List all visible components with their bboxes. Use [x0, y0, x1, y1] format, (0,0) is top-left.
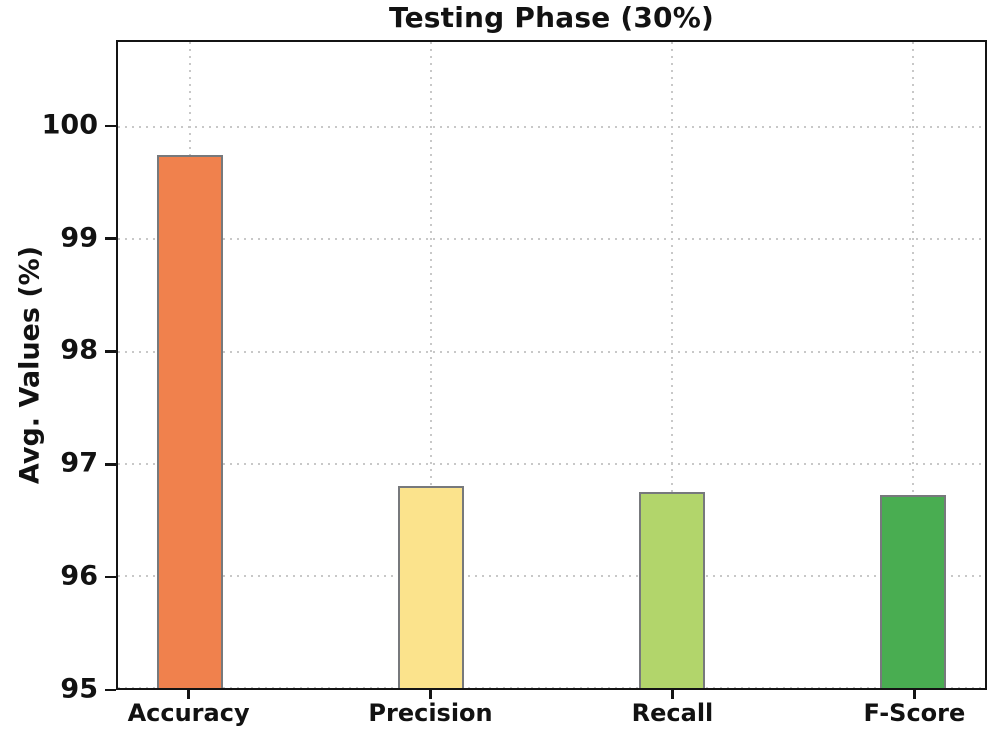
bar-precision [398, 486, 464, 688]
h-gridline [118, 574, 985, 577]
chart-title: Testing Phase (30%) [389, 1, 714, 34]
h-gridline [118, 238, 985, 241]
plot-area [116, 40, 987, 690]
bar-accuracy [157, 155, 224, 688]
h-gridline [118, 126, 985, 129]
x-tick-label: F-Score [863, 699, 966, 727]
x-tick [187, 690, 190, 699]
x-tick-label: Recall [631, 699, 714, 727]
v-gridline [430, 42, 433, 688]
y-tick [105, 463, 116, 466]
x-tick [913, 690, 916, 699]
y-tick [105, 350, 116, 353]
v-gridline [670, 42, 673, 688]
y-tick-label: 95 [60, 673, 98, 705]
x-tick-label: Precision [368, 699, 493, 727]
bar-f-score [879, 495, 946, 688]
y-tick-label: 97 [60, 447, 98, 479]
y-tick [105, 575, 116, 579]
x-tick [671, 690, 674, 699]
y-tick-label: 96 [60, 560, 98, 592]
y-tick-label: 98 [60, 334, 98, 366]
h-gridline [118, 350, 985, 353]
y-tick [105, 124, 116, 127]
y-tick [105, 688, 116, 692]
v-gridline [911, 42, 914, 688]
x-tick [429, 690, 432, 699]
h-gridline [118, 462, 985, 465]
y-tick [105, 237, 116, 240]
y-tick-label: 99 [60, 221, 98, 253]
h-gridline [118, 687, 985, 688]
bar-recall [639, 491, 705, 688]
y-tick-label: 100 [41, 109, 98, 141]
x-tick-label: Accuracy [127, 699, 250, 727]
